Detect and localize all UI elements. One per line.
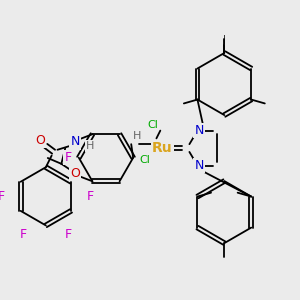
Text: F: F: [87, 190, 94, 203]
Text: H: H: [86, 141, 94, 151]
Text: O: O: [70, 167, 80, 180]
Text: F: F: [64, 151, 72, 164]
Text: F: F: [20, 229, 27, 242]
Text: N: N: [194, 124, 204, 137]
Text: H: H: [133, 131, 141, 141]
Text: Ru: Ru: [152, 141, 172, 155]
Text: |: |: [223, 35, 226, 44]
Text: N: N: [194, 159, 204, 172]
Text: F: F: [64, 229, 72, 242]
Text: F: F: [0, 190, 5, 203]
Text: O: O: [35, 134, 45, 147]
Text: Cl: Cl: [139, 155, 150, 165]
Text: N: N: [70, 136, 80, 148]
Text: Cl: Cl: [147, 120, 158, 130]
